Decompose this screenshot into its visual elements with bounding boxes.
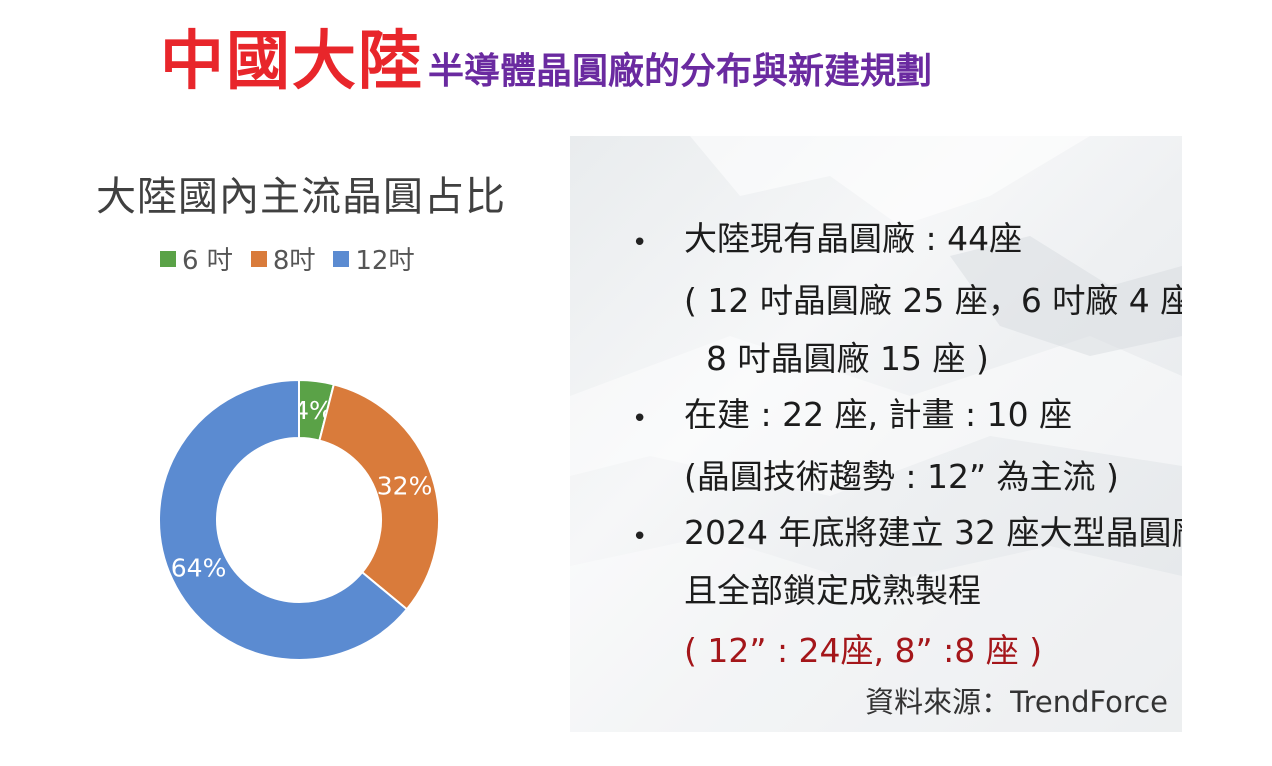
- bullet-2-line-2: (晶圓技術趨勢 : 12” 為主流 ): [684, 457, 1119, 496]
- bullet-3-line-2: 且全部鎖定成熟製程: [684, 571, 981, 610]
- title-sub: 半導體晶圓廠的分布與新建規劃: [428, 51, 933, 92]
- donut-chart-panel: 大陸國內主流晶圓占比 6 吋 8吋 12吋 4% 32% 64%: [44, 140, 554, 725]
- bullet-3-line-3: ( 12” : 24座, 8” :8 座 ): [684, 631, 1043, 670]
- chart-legend: 6 吋 8吋 12吋: [160, 240, 414, 277]
- donut-label-1: 32%: [377, 472, 433, 501]
- legend-item-12inch: 12吋: [333, 240, 414, 277]
- chart-title: 大陸國內主流晶圓占比: [96, 174, 506, 220]
- source-caption: 資料來源：TrendForce: [865, 685, 1168, 719]
- legend-label-8inch: 8吋: [272, 246, 316, 276]
- legend-swatch-8inch: [250, 250, 267, 267]
- donut-label-2: 64%: [171, 553, 227, 582]
- legend-swatch-12inch: [333, 250, 350, 267]
- bullet-dot-2: •: [632, 404, 648, 434]
- donut-chart: 4%32%64%: [158, 378, 440, 661]
- donut-slice-2: [158, 378, 409, 661]
- bullet-1-line-3: 8 吋晶圓廠 15 座 ): [706, 339, 989, 378]
- bullet-1-line-1: 大陸現有晶圓廠 : 44座: [684, 219, 1023, 258]
- bullet-dot-3: •: [632, 522, 648, 552]
- bullet-3-line-1: 2024 年底將建立 32 座大型晶圓廠，: [684, 513, 1182, 552]
- page-title: 中國大陸 半導體晶圓廠的分布與新建規劃: [160, 30, 932, 94]
- background-map-decoration: [570, 136, 1182, 732]
- legend-item-6inch: 6 吋: [160, 240, 233, 277]
- legend-item-8inch: 8吋: [250, 240, 316, 277]
- bullet-2-line-1: 在建 : 22 座, 計畫 : 10 座: [684, 395, 1073, 434]
- bullet-1-line-2: ( 12 吋晶圓廠 25 座，6 吋廠 4 座，: [684, 281, 1182, 320]
- bullet-dot-1: •: [632, 228, 648, 258]
- legend-label-12inch: 12吋: [355, 246, 415, 276]
- title-main: 中國大陸: [160, 25, 424, 99]
- legend-swatch-6inch: [160, 250, 176, 267]
- legend-label-6inch: 6 吋: [182, 246, 233, 276]
- donut-slice-1: [318, 383, 440, 611]
- info-panel: • 大陸現有晶圓廠 : 44座 ( 12 吋晶圓廠 25 座，6 吋廠 4 座，…: [570, 136, 1182, 732]
